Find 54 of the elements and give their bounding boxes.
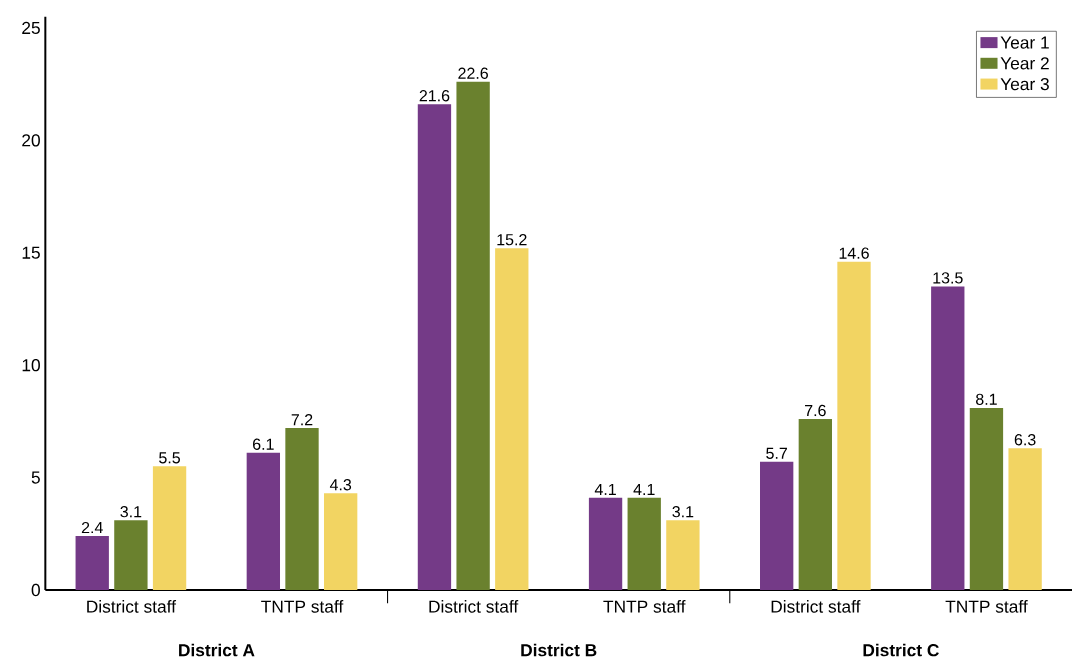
bar: [798, 419, 832, 590]
data-label: 13.5: [933, 272, 963, 284]
y-tick-label: 10: [22, 359, 40, 372]
x-tick-label: TNTP staff: [261, 600, 344, 613]
data-label: 4.1: [633, 483, 655, 495]
data-label: 5.5: [159, 452, 180, 464]
data-label: 6.3: [1014, 434, 1036, 446]
x-tick-label: District staff: [87, 600, 177, 613]
bar: [324, 493, 358, 590]
y-tick-label: 5: [31, 471, 40, 484]
text: District B: [521, 643, 597, 657]
bar: [152, 466, 187, 590]
bar: [837, 261, 871, 590]
x-tick-label: District staff: [771, 600, 861, 613]
legend-label: Year 3: [1000, 77, 1049, 91]
bar: [456, 81, 490, 590]
y-tick-label: 20: [22, 134, 40, 147]
bar: [760, 461, 794, 590]
x-tick-label: TNTP staff: [603, 600, 686, 613]
x-tick-label: District staff: [429, 600, 519, 613]
data-label: 7.6: [805, 404, 826, 417]
bar: [285, 428, 319, 590]
text: District C: [863, 643, 939, 657]
data-label: 14.6: [839, 247, 869, 259]
text: District A: [179, 643, 255, 657]
data-label: 22.6: [458, 67, 488, 79]
y-tick-label: 25: [22, 21, 40, 35]
x-tick-label: TNTP staff: [945, 600, 1028, 613]
bar: [417, 104, 452, 590]
y-tick-label: 0: [31, 583, 40, 597]
bar: [931, 286, 965, 590]
bar: [1008, 448, 1042, 590]
bar: [588, 497, 623, 590]
data-label: 2.4: [81, 521, 103, 534]
data-label: 3.1: [672, 506, 694, 518]
data-label: 21.6: [419, 90, 450, 102]
bar: [114, 520, 148, 590]
y-tick-label: 15: [22, 246, 40, 259]
data-label: 4.3: [329, 479, 352, 491]
legend-label: Year 1: [1000, 36, 1049, 49]
data-label: 4.1: [594, 483, 616, 495]
bar: [495, 248, 529, 590]
data-label: 15.2: [497, 233, 527, 246]
data-label: 8.1: [976, 393, 997, 405]
bar: [666, 520, 700, 590]
data-label: 3.1: [120, 506, 142, 518]
data-label: 5.7: [766, 447, 787, 459]
data-label: 6.1: [253, 438, 274, 450]
bar: [246, 452, 280, 590]
bar: [969, 407, 1004, 590]
legend-label: Year 2: [1000, 57, 1049, 70]
bar: [627, 497, 661, 590]
data-label: 7.2: [291, 414, 313, 426]
bar: [75, 536, 109, 590]
